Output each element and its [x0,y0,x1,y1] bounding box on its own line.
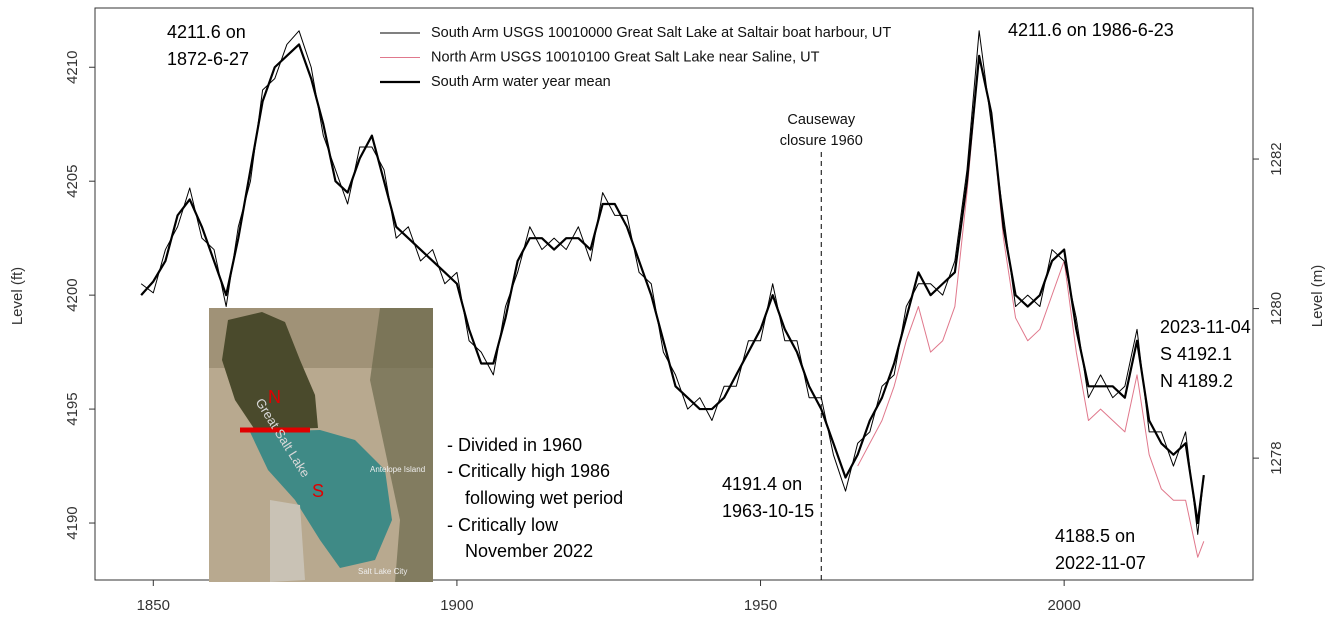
note: - Divided in 1960 [447,435,582,455]
note: - Critically high 1986 [447,461,610,481]
annotation: 4188.5 on [1055,526,1135,546]
series-line [857,55,1205,558]
y2-tick-label: 1282 [1268,142,1285,175]
y2-tick-label: 1278 [1268,441,1285,474]
annotation: 1872-6-27 [167,49,249,69]
note: November 2022 [465,541,593,561]
y2-axis-label: Level (m) [1309,265,1326,328]
x-tick-label: 1850 [137,597,170,614]
annotation: 2022-11-07 [1055,553,1146,573]
x-tick-label: 2000 [1047,597,1080,614]
x-tick-label: 1900 [440,597,473,614]
plot-frame [94,7,1254,581]
note: following wet period [465,488,623,508]
map-label: N [268,387,281,407]
map-label: S [312,481,324,501]
event-label: closure 1960 [780,133,863,149]
map-mountains [370,308,433,582]
y-axis-label: Level (ft) [9,267,26,325]
map-north-arm [222,312,318,430]
annotation: N 4189.2 [1160,371,1233,391]
map-label: Antelope Island [370,465,425,474]
x-tick-label: 1950 [744,597,777,614]
series-line [140,43,1205,525]
note: - Critically low [447,515,559,535]
map-label: Salt Lake City [358,567,407,576]
y-tick-label: 4210 [64,51,81,84]
y-tick-label: 4205 [64,165,81,198]
legend-label: South Arm water year mean [431,74,611,90]
annotation: 2023-11-04 [1160,317,1251,337]
y-tick-label: 4200 [64,278,81,311]
event-label: Causeway [787,112,855,128]
annotation: 4191.4 on [722,474,802,494]
map-south-arm [250,430,392,568]
annotation: S 4192.1 [1160,344,1232,364]
y2-tick-label: 1280 [1268,292,1285,325]
map-inset [209,308,433,582]
legend-label: South Arm USGS 10010000 Great Salt Lake … [431,25,891,41]
y-tick-label: 4190 [64,506,81,539]
map-salt-flats [270,500,305,582]
legend-label: North Arm USGS 10010100 Great Salt Lake … [431,49,820,65]
annotation: 4211.6 on [167,22,246,42]
y-tick-label: 4195 [64,392,81,425]
annotation: 4211.6 on 1986-6-23 [1008,20,1174,40]
annotation: 1963-10-15 [722,501,814,521]
